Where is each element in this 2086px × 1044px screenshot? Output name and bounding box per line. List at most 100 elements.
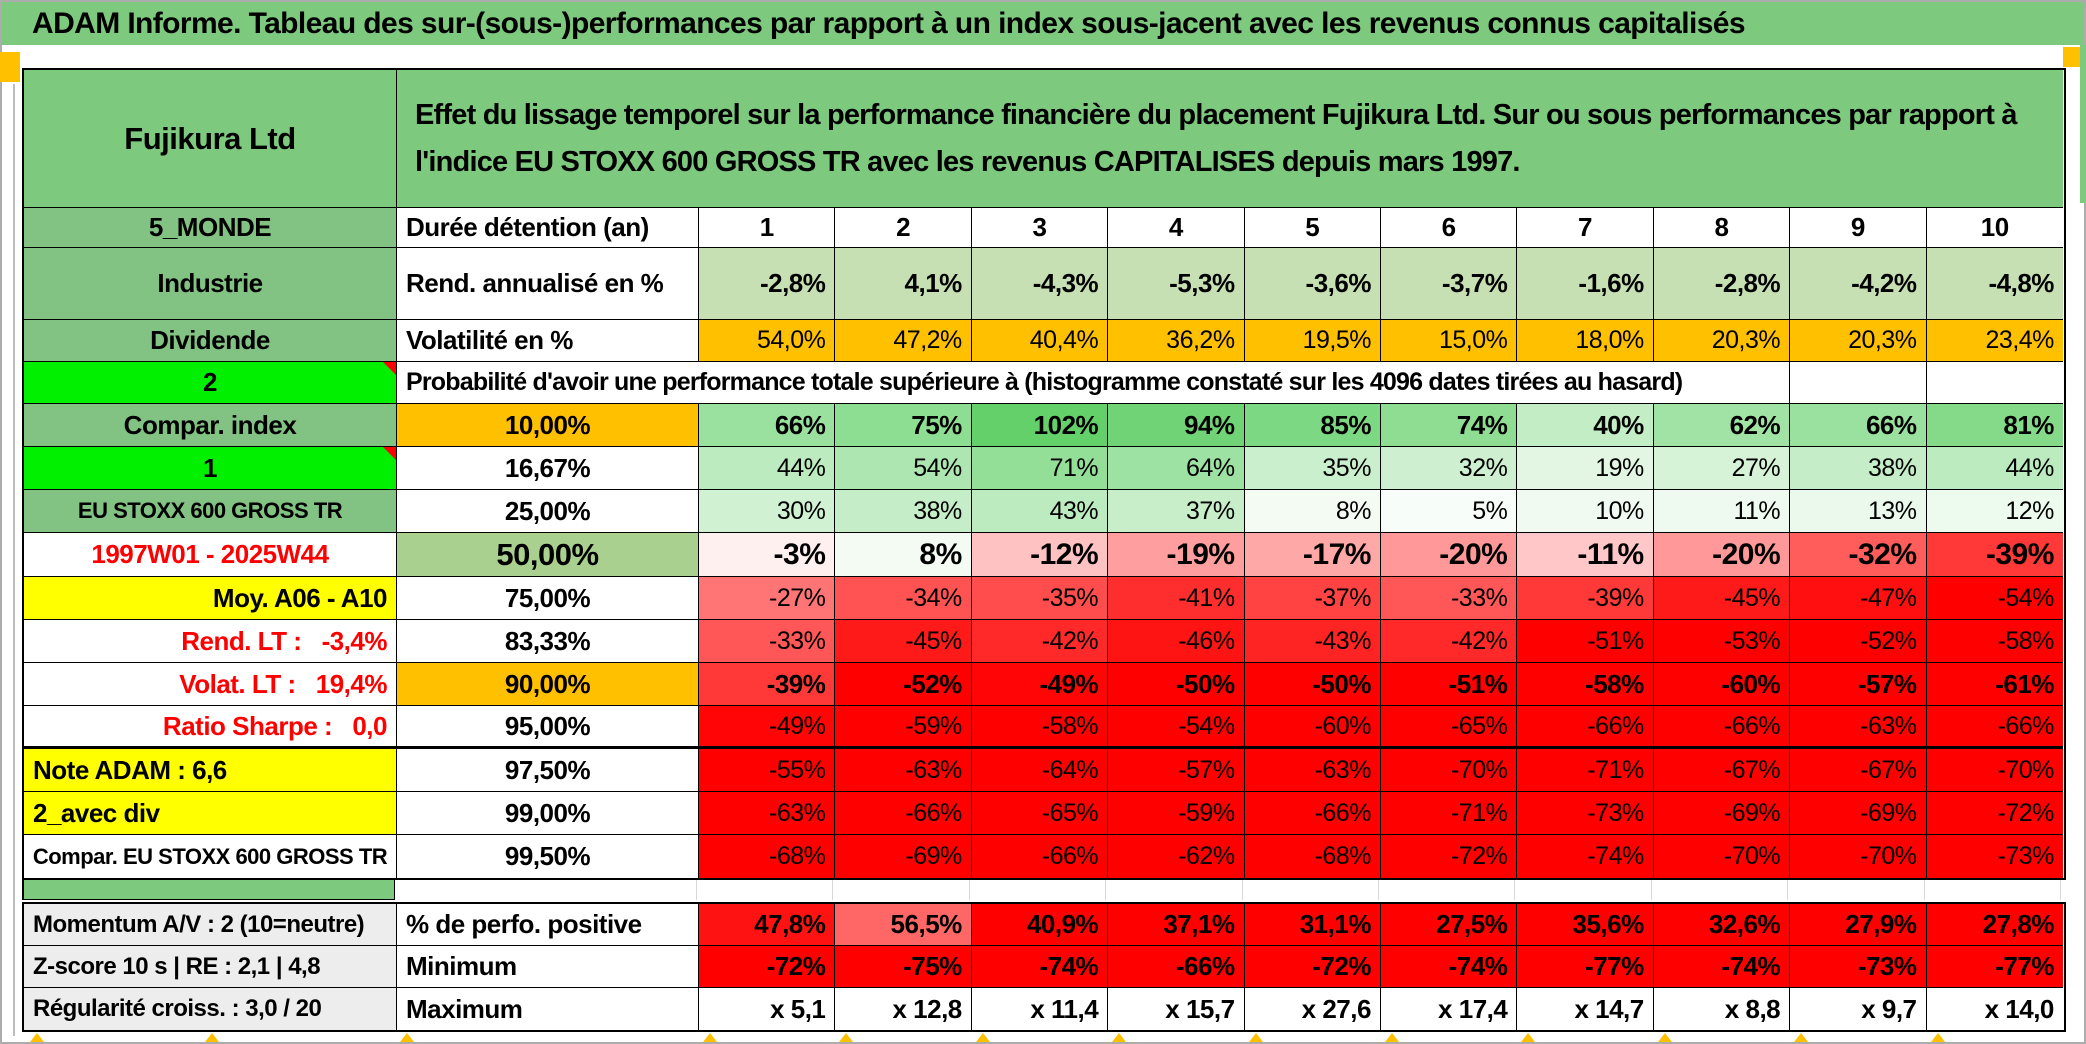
p75-value-5[interactable]: -37% [1244, 577, 1381, 620]
p99-5-row-label[interactable]: Compar. EU STOXX 600 GROSS TR [24, 835, 397, 878]
p90-value-10[interactable]: -61% [1926, 663, 2063, 706]
minimum-value-1[interactable]: -72% [699, 946, 836, 988]
p99-value-6[interactable]: -71% [1380, 792, 1518, 835]
p97-5-value-2[interactable]: -63% [835, 749, 972, 792]
p16-67-value-10[interactable]: 44% [1926, 447, 2063, 490]
p95-value-2[interactable]: -59% [835, 706, 972, 749]
p97-5-value-4[interactable]: -57% [1108, 749, 1245, 792]
annualized-return-value-10[interactable]: -4,8% [1926, 248, 2063, 320]
annualized-return-row-label[interactable]: Industrie [24, 248, 397, 320]
p83-33-value-7[interactable]: -51% [1517, 620, 1654, 663]
p75-value-2[interactable]: -34% [835, 577, 972, 620]
p75-value-10[interactable]: -54% [1926, 577, 2063, 620]
p10-value-8[interactable]: 62% [1653, 404, 1791, 447]
p25-value-7[interactable]: 10% [1517, 490, 1654, 533]
annualized-return-value-9[interactable]: -4,2% [1790, 248, 1927, 320]
p10-value-1[interactable]: 66% [699, 404, 836, 447]
p25-value-10[interactable]: 12% [1926, 490, 2063, 533]
p25-value-2[interactable]: 38% [835, 490, 972, 533]
p10-value-4[interactable]: 94% [1108, 404, 1245, 447]
p99-5-value-4[interactable]: -62% [1108, 835, 1245, 878]
maximum-value-7[interactable]: x 14,7 [1517, 988, 1654, 1030]
p75-value-8[interactable]: -45% [1653, 577, 1791, 620]
maximum-row-header[interactable]: Maximum [397, 988, 699, 1030]
p95-value-1[interactable]: -49% [699, 706, 836, 749]
p97-5-value-7[interactable]: -71% [1517, 749, 1654, 792]
maximum-value-3[interactable]: x 11,4 [971, 988, 1109, 1030]
minimum-value-2[interactable]: -75% [835, 946, 972, 988]
p83-33-value-3[interactable]: -42% [971, 620, 1109, 663]
volatility-row-label[interactable]: Dividende [24, 320, 397, 362]
p90-value-1[interactable]: -39% [699, 663, 836, 706]
minimum-value-7[interactable]: -77% [1517, 946, 1654, 988]
annualized-return-row-header[interactable]: Rend. annualisé en % [397, 248, 699, 320]
p75-value-6[interactable]: -33% [1380, 577, 1518, 620]
p16-67-value-6[interactable]: 32% [1380, 447, 1518, 490]
p99-value-3[interactable]: -65% [971, 792, 1109, 835]
p75-value-4[interactable]: -41% [1108, 577, 1245, 620]
probability-note-row-label[interactable]: 2 [24, 362, 397, 404]
positive-perf-value-5[interactable]: 31,1% [1244, 904, 1381, 946]
p50-value-5[interactable]: -17% [1244, 533, 1381, 577]
duration-value-3[interactable]: 3 [971, 208, 1109, 248]
p50-value-2[interactable]: 8% [835, 533, 972, 577]
volatility-value-3[interactable]: 40,4% [971, 320, 1109, 362]
p99-value-10[interactable]: -72% [1926, 792, 2063, 835]
p99-value-5[interactable]: -66% [1244, 792, 1381, 835]
positive-perf-value-3[interactable]: 40,9% [971, 904, 1109, 946]
p90-value-5[interactable]: -50% [1244, 663, 1381, 706]
p97-5-row-label[interactable]: Note ADAM : 6,6 [24, 749, 397, 792]
p83-33-value-1[interactable]: -33% [699, 620, 836, 663]
maximum-row-label[interactable]: Régularité croiss. : 3,0 / 20 [24, 988, 397, 1030]
volatility-row-header[interactable]: Volatilité en % [397, 320, 699, 362]
duration-value-2[interactable]: 2 [835, 208, 972, 248]
p90-value-2[interactable]: -52% [835, 663, 972, 706]
p50-value-10[interactable]: -39% [1926, 533, 2063, 577]
positive-perf-row-header[interactable]: % de perfo. positive [397, 904, 699, 946]
p25-value-4[interactable]: 37% [1108, 490, 1245, 533]
p95-value-3[interactable]: -58% [971, 706, 1109, 749]
duration-value-8[interactable]: 8 [1653, 208, 1791, 248]
p16-67-value-3[interactable]: 71% [971, 447, 1109, 490]
p83-33-row-label[interactable]: Rend. LT : -3,4% [24, 620, 397, 663]
maximum-value-10[interactable]: x 14,0 [1926, 988, 2063, 1030]
p16-67-value-4[interactable]: 64% [1108, 447, 1245, 490]
p90-value-8[interactable]: -60% [1653, 663, 1791, 706]
minimum-value-4[interactable]: -66% [1108, 946, 1245, 988]
p10-value-3[interactable]: 102% [971, 404, 1109, 447]
volatility-value-1[interactable]: 54,0% [699, 320, 836, 362]
duration-value-9[interactable]: 9 [1790, 208, 1927, 248]
p83-33-value-8[interactable]: -53% [1653, 620, 1791, 663]
p99-5-value-6[interactable]: -72% [1380, 835, 1518, 878]
p99-5-value-7[interactable]: -74% [1517, 835, 1654, 878]
duration-value-7[interactable]: 7 [1517, 208, 1654, 248]
p10-value-2[interactable]: 75% [835, 404, 972, 447]
volatility-value-5[interactable]: 19,5% [1244, 320, 1381, 362]
duration-row-header[interactable]: Durée détention (an) [397, 208, 699, 248]
p99-row-header[interactable]: 99,00% [397, 792, 699, 835]
minimum-value-3[interactable]: -74% [971, 946, 1109, 988]
p75-value-7[interactable]: -39% [1517, 577, 1654, 620]
p16-67-row-label[interactable]: 1 [24, 447, 397, 490]
p99-5-value-8[interactable]: -70% [1653, 835, 1791, 878]
p25-value-6[interactable]: 5% [1380, 490, 1518, 533]
p83-33-value-4[interactable]: -46% [1108, 620, 1245, 663]
p95-value-10[interactable]: -66% [1926, 706, 2063, 749]
p16-67-row-header[interactable]: 16,67% [397, 447, 699, 490]
minimum-value-6[interactable]: -74% [1380, 946, 1518, 988]
p50-value-9[interactable]: -32% [1790, 533, 1927, 577]
p83-33-value-10[interactable]: -58% [1926, 620, 2063, 663]
volatility-value-2[interactable]: 47,2% [835, 320, 972, 362]
p16-67-value-8[interactable]: 27% [1653, 447, 1791, 490]
maximum-value-1[interactable]: x 5,1 [699, 988, 836, 1030]
p16-67-value-2[interactable]: 54% [835, 447, 972, 490]
p75-row-header[interactable]: 75,00% [397, 577, 699, 620]
p99-value-7[interactable]: -73% [1517, 792, 1654, 835]
p75-value-9[interactable]: -47% [1790, 577, 1927, 620]
p50-value-7[interactable]: -11% [1517, 533, 1654, 577]
p83-33-value-6[interactable]: -42% [1380, 620, 1518, 663]
maximum-value-9[interactable]: x 9,7 [1790, 988, 1927, 1030]
maximum-value-5[interactable]: x 27,6 [1244, 988, 1381, 1030]
duration-value-1[interactable]: 1 [699, 208, 836, 248]
duration-value-4[interactable]: 4 [1108, 208, 1245, 248]
